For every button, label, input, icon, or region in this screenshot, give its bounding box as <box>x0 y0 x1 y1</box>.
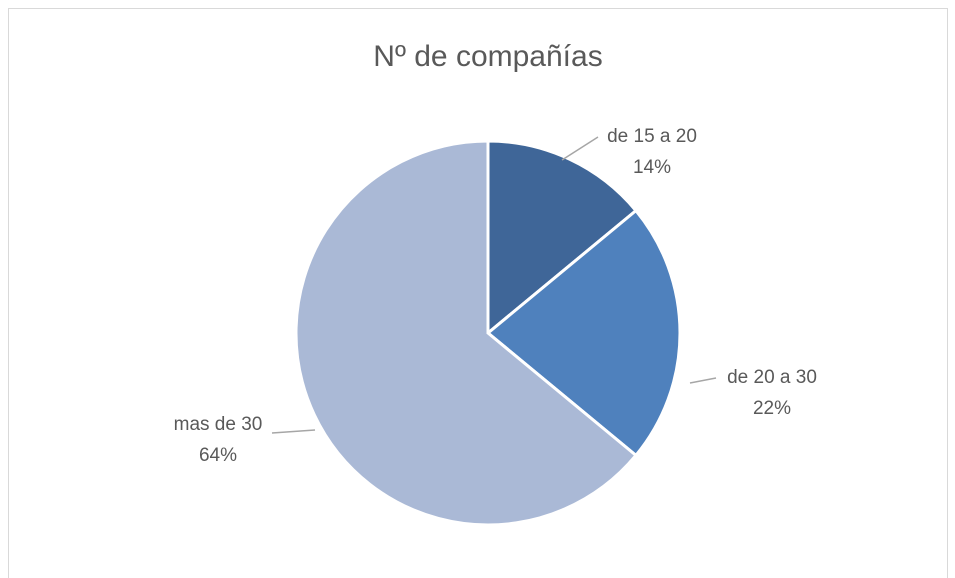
data-label-value: 22% <box>753 398 791 419</box>
chart-title: Nº de compañías <box>373 40 602 73</box>
pie-slice <box>486 139 639 337</box>
leader-line <box>689 377 717 384</box>
data-label-category: de 20 a 30 <box>727 367 817 388</box>
pie-slice <box>485 208 682 458</box>
data-label-value: 14% <box>633 157 671 178</box>
data-label-category: de 15 a 20 <box>607 126 697 147</box>
data-label-category: mas de 30 <box>174 414 263 435</box>
leader-line <box>561 136 599 161</box>
data-label-value: 64% <box>199 445 237 466</box>
leader-line <box>271 429 316 434</box>
pie-slice <box>294 139 639 527</box>
